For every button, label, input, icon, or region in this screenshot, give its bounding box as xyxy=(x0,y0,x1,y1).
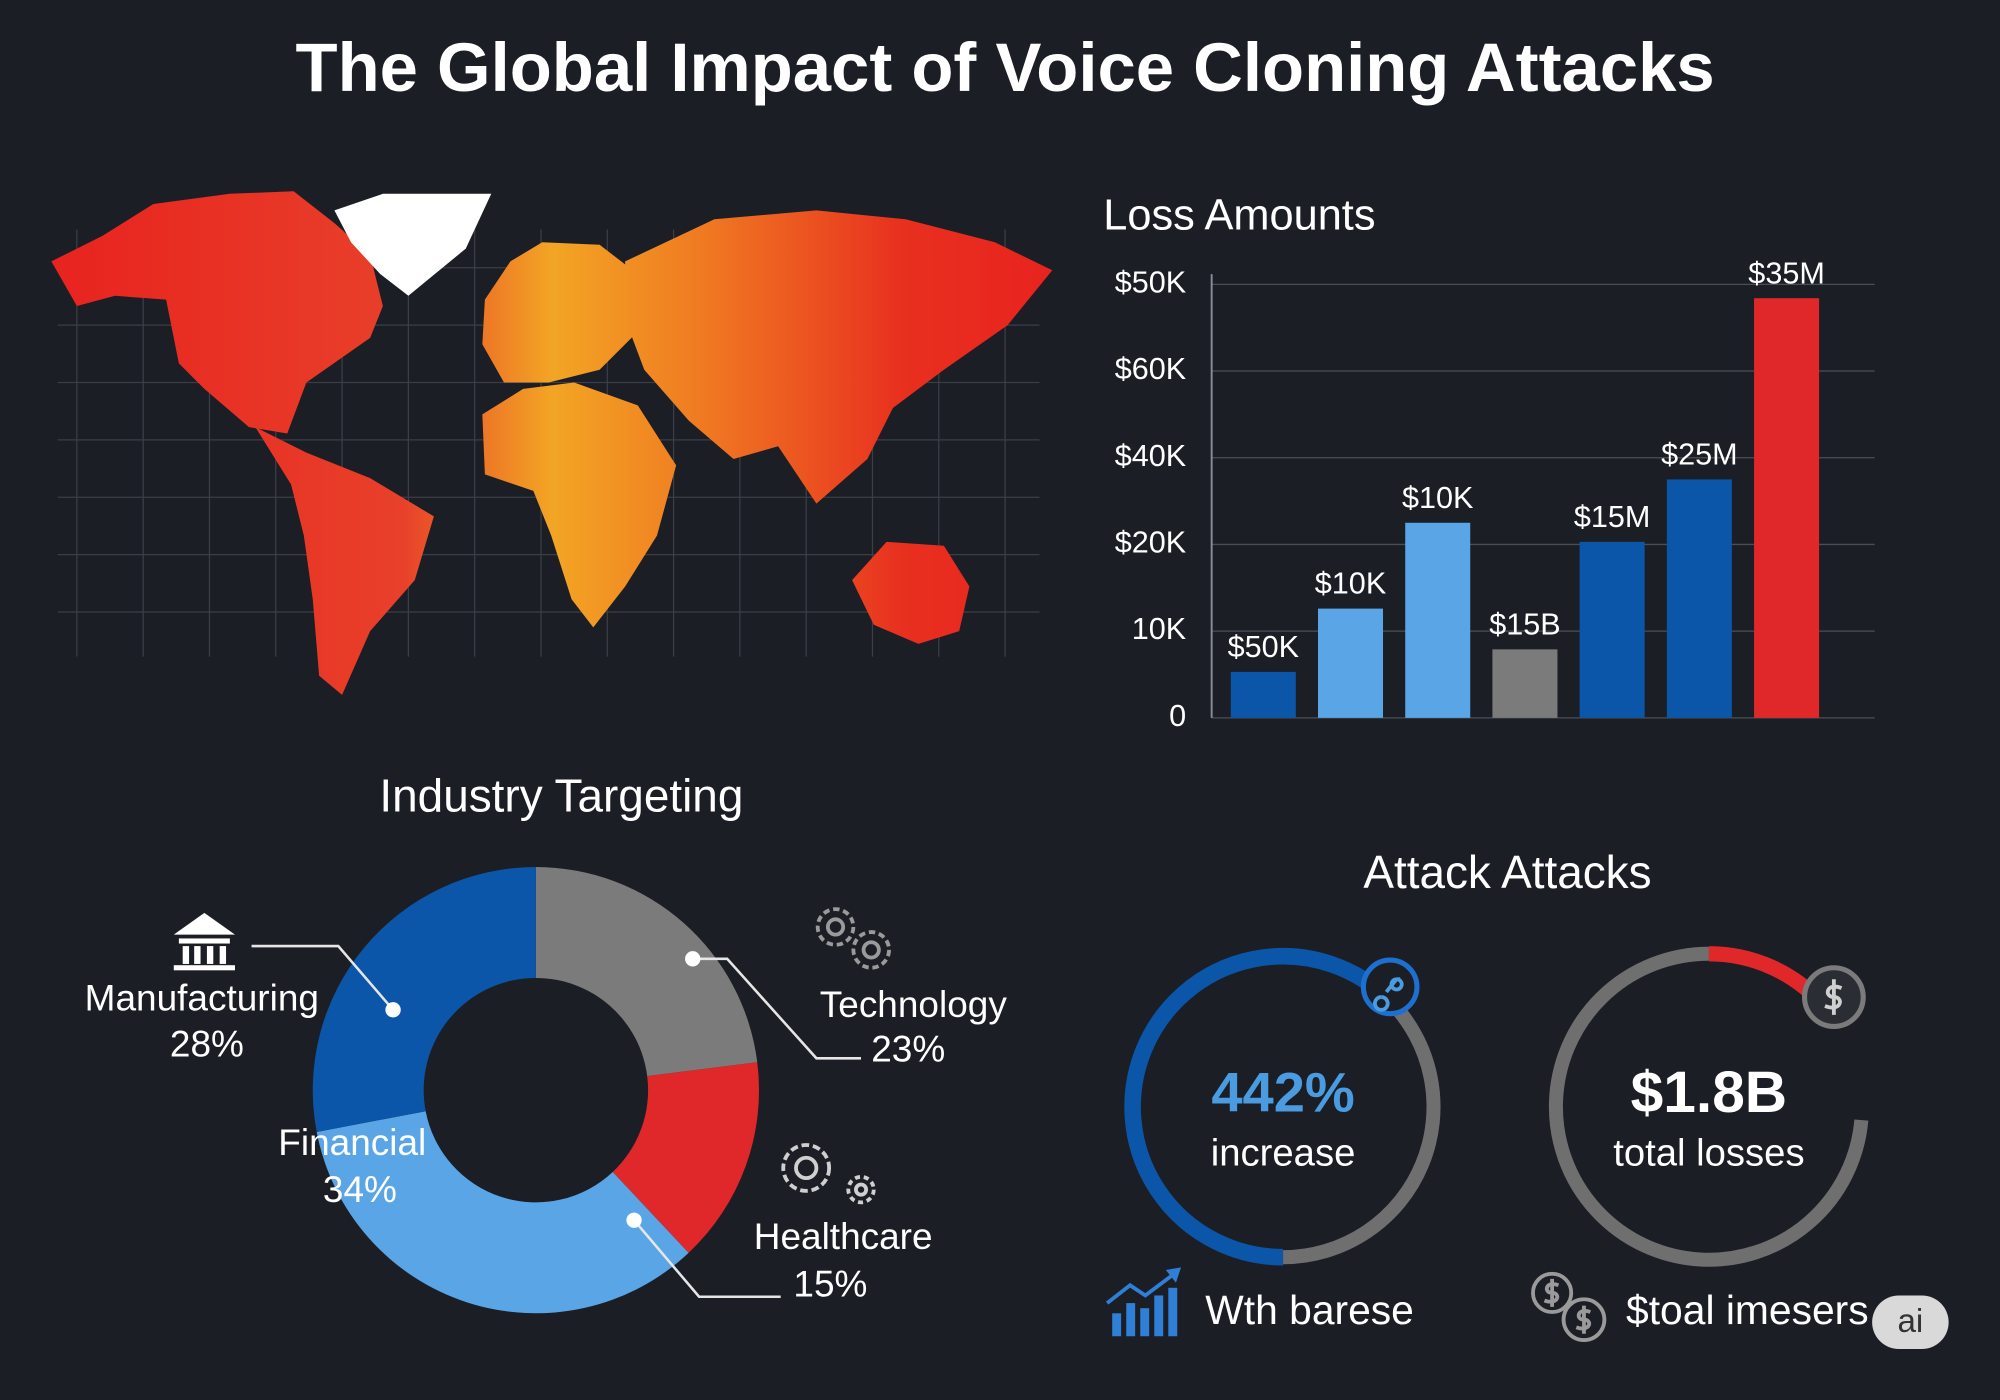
donut-segment xyxy=(316,1111,689,1314)
ring-icon-glyph xyxy=(1824,979,1843,1015)
coins-icon xyxy=(1531,1271,1607,1342)
badge-bg xyxy=(1872,1295,1949,1349)
bar xyxy=(1492,649,1558,718)
segment-value-label: 23% xyxy=(871,1029,945,1070)
stat-value: $1.8B xyxy=(1631,1060,1787,1125)
page-title: The Global Impact of Voice Cloning Attac… xyxy=(296,29,1715,106)
leader-lines xyxy=(251,944,862,1298)
segment-value-label: 34% xyxy=(323,1169,397,1210)
leader-line xyxy=(692,957,862,1060)
leader-dot xyxy=(385,1002,401,1018)
bar xyxy=(1405,522,1471,718)
badge-text: ai xyxy=(1897,1303,1923,1340)
europe xyxy=(482,242,645,383)
segment-label: Healthcare xyxy=(754,1216,933,1257)
segment-value-label: 15% xyxy=(793,1263,867,1304)
bar-value-label: $50K xyxy=(1228,630,1300,664)
bar-value-label: $25M xyxy=(1661,438,1738,472)
ring-icon-glyph xyxy=(1373,977,1404,1012)
bar xyxy=(1754,298,1820,718)
stat-value: 442% xyxy=(1211,1060,1354,1123)
africa xyxy=(482,382,677,628)
donut-segment xyxy=(312,867,536,1132)
leader-line xyxy=(251,944,395,1011)
greenland xyxy=(334,193,492,296)
ring-track xyxy=(1548,946,1869,1267)
bar xyxy=(1230,671,1296,718)
ring-progress xyxy=(1124,948,1396,1266)
bar xyxy=(1666,479,1732,718)
ai-badge: ai xyxy=(1872,1295,1949,1349)
donut-segment xyxy=(535,867,758,1077)
bank-icon xyxy=(173,912,235,971)
segment-label: Manufacturing xyxy=(85,978,319,1019)
leader-dot xyxy=(685,951,701,967)
asia xyxy=(625,210,1053,504)
segment-value-label: 28% xyxy=(170,1024,244,1065)
bar-value-label: $35M xyxy=(1748,256,1825,290)
stat-label: increase xyxy=(1211,1131,1356,1174)
bar xyxy=(1317,608,1384,718)
stat-footer: Wth barese xyxy=(1205,1287,1414,1333)
y-tick-label: $60K xyxy=(1115,352,1187,386)
gear-icon xyxy=(815,907,891,970)
y-tick-label: 0 xyxy=(1169,699,1186,733)
leader-dot xyxy=(626,1212,642,1228)
segment-label: Financial xyxy=(278,1122,426,1163)
australia xyxy=(852,541,970,644)
donut-segment xyxy=(612,1062,760,1253)
bar-chart: 0 10K $20K $40K $60K $50K $50K $10K $10K $15B $15M… xyxy=(1115,256,1875,733)
leader-dots xyxy=(385,951,701,1228)
world-map xyxy=(51,191,1053,695)
bar xyxy=(1579,541,1645,718)
stat-footer: $toal imesers xyxy=(1626,1287,1869,1333)
segment-label: Technology xyxy=(820,984,1008,1025)
donut-chart-title: Industry Targeting xyxy=(379,770,743,822)
bar-chart-title: Loss Amounts xyxy=(1103,191,1375,239)
leader-line xyxy=(633,1219,781,1298)
north-america xyxy=(51,191,383,434)
south-america xyxy=(255,427,434,695)
stat-rings xyxy=(1124,946,1869,1267)
stats-title: Attack Attacks xyxy=(1363,846,1651,898)
bar-value-label: $15M xyxy=(1574,500,1651,534)
bar-value-label: $15B xyxy=(1489,607,1560,641)
stat-label: total losses xyxy=(1613,1131,1804,1174)
bar-value-label: $10K xyxy=(1402,481,1474,515)
y-tick-label: $20K xyxy=(1115,526,1187,560)
growth-icon xyxy=(1105,1267,1182,1337)
y-tick-label: $40K xyxy=(1115,439,1187,473)
bar-value-label: $10K xyxy=(1315,567,1387,601)
y-tick-label: 10K xyxy=(1132,612,1187,646)
ring-track xyxy=(1283,995,1441,1265)
y-tick-label: $50K xyxy=(1115,265,1187,299)
